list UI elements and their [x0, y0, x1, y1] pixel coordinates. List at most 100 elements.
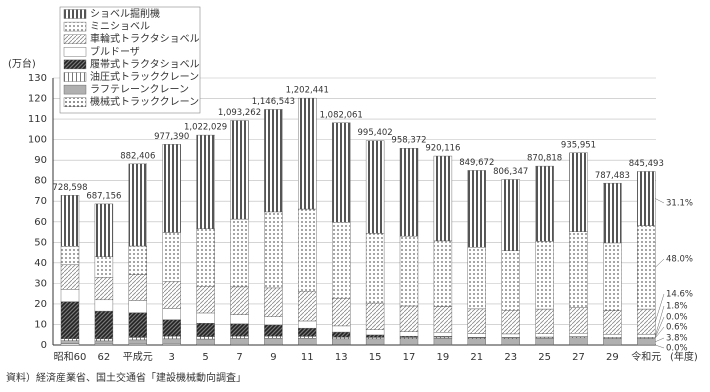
- legend-swatch: [63, 9, 87, 19]
- bar-segment: [94, 340, 114, 345]
- share-label: 0.6%: [666, 323, 688, 333]
- bar-segment: [128, 339, 148, 345]
- bar-segment: [94, 256, 114, 278]
- bar-segment: [128, 300, 148, 313]
- x-tick-label: 13: [335, 352, 348, 363]
- legend-label: ショベル掘削機: [90, 7, 160, 20]
- total-label: 845,493: [629, 159, 664, 169]
- leader-line: [655, 293, 665, 322]
- total-label: 1,022,029: [184, 123, 227, 133]
- y-tick-label: 110: [28, 114, 47, 125]
- x-tick-label: 23: [504, 352, 517, 363]
- bar-segment: [230, 338, 249, 345]
- bar-segment: [433, 155, 453, 242]
- bar-segment: [535, 241, 554, 310]
- bar-segment: [365, 302, 385, 331]
- share-label: 31.1%: [666, 199, 693, 209]
- y-tick-label: 80: [34, 176, 47, 187]
- bar-segment: [603, 182, 622, 244]
- bar-segment: [433, 306, 453, 333]
- bar-segment: [128, 337, 148, 341]
- legend-label: ミニショベル: [90, 21, 150, 33]
- bar-segment: [94, 277, 114, 301]
- bar-segment: [128, 245, 148, 275]
- bar-segment: [128, 274, 148, 301]
- bar-segment: [332, 297, 351, 327]
- bar-segment: [399, 331, 419, 337]
- bar-segment: [94, 203, 114, 257]
- legend-swatch: [63, 21, 87, 32]
- x-tick-label: 25: [538, 352, 551, 363]
- bar-segment: [467, 247, 486, 310]
- bar-segment: [60, 246, 80, 265]
- x-tick-label: 平成元: [123, 351, 153, 363]
- bar-segment: [399, 305, 419, 332]
- x-tick-label: 9: [270, 352, 276, 363]
- bar-segment: [230, 335, 249, 339]
- y-tick-label: 50: [34, 237, 47, 248]
- x-tick-label: 令和元: [631, 350, 661, 363]
- bar-segment: [264, 316, 283, 326]
- legend-label: ラフテレーンクレーン: [90, 84, 189, 96]
- share-label: 14.6%: [666, 290, 693, 300]
- bar-segment: [637, 308, 656, 335]
- bar-segment: [264, 338, 283, 345]
- bar-segment: [332, 221, 351, 299]
- bar-segment: [196, 228, 215, 287]
- bar-segment: [501, 250, 520, 311]
- bar-segment: [501, 333, 520, 338]
- bar-segment: [162, 319, 181, 337]
- share-label: 48.0%: [666, 255, 693, 265]
- bar-segment: [298, 320, 317, 329]
- legend-label: 機械式トラッククレーン: [90, 95, 199, 108]
- bar-segment: [501, 179, 520, 251]
- x-axis-label: (年度): [670, 350, 698, 363]
- source-note: 資料）経済産業省、国土交通省「建設機械動向調査」: [6, 371, 246, 384]
- legend-swatch: [63, 34, 87, 44]
- bar-segment: [230, 120, 249, 220]
- bar-segment: [60, 195, 80, 247]
- share-label: 1.8%: [666, 302, 688, 312]
- x-tick-label: 29: [606, 352, 619, 363]
- bar-segment: [433, 332, 453, 337]
- bar-segment: [535, 308, 554, 334]
- bar-segment: [535, 338, 554, 345]
- bar-segment: [603, 334, 622, 338]
- bar-segment: [637, 338, 656, 346]
- bar-segment: [433, 240, 453, 307]
- y-tick-label: 20: [34, 299, 47, 310]
- bar-segment: [162, 338, 181, 345]
- leader-line: [655, 316, 665, 338]
- y-tick-label: 0: [41, 340, 47, 351]
- bar-segment: [603, 242, 622, 311]
- bar-segment: [535, 165, 554, 242]
- x-tick-label: 17: [403, 352, 416, 363]
- bar-segment: [264, 287, 283, 317]
- total-label: 1,093,262: [218, 108, 261, 118]
- y-tick-label: 100: [28, 135, 47, 146]
- bar-segment: [230, 218, 249, 288]
- bar-segment: [196, 286, 215, 314]
- legend-label: 車輪式トラクタショベル: [90, 32, 200, 45]
- bar-segment: [365, 334, 385, 338]
- total-label: 995,402: [358, 128, 393, 138]
- leader-line: [655, 344, 665, 349]
- bar-segment: [332, 122, 351, 223]
- bar-segment: [365, 338, 385, 345]
- bar-segment: [298, 290, 317, 322]
- bar-segment: [298, 327, 317, 337]
- bar-segment: [399, 338, 419, 345]
- bar-segment: [569, 307, 588, 334]
- bar-segment: [298, 338, 317, 345]
- total-label: 728,598: [52, 183, 87, 193]
- x-tick-label: 62: [98, 352, 111, 363]
- bar-segment: [332, 331, 351, 338]
- x-tick-label: 27: [572, 352, 585, 363]
- legend-label: ブルドーザ: [90, 45, 140, 58]
- bar-segment: [365, 329, 385, 336]
- bar-segment: [467, 338, 486, 345]
- total-label: 958,372: [391, 136, 426, 146]
- legend-swatch: [63, 59, 87, 70]
- bar-segment: [196, 312, 215, 324]
